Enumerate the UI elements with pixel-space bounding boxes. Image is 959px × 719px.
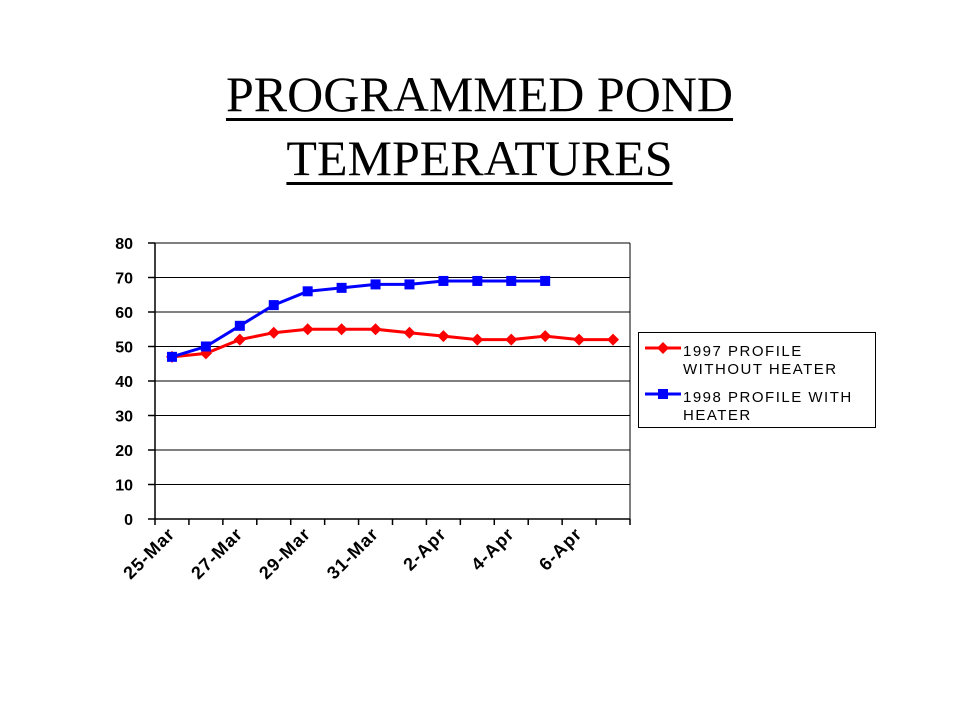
legend-label-1998-line1: 1998 PROFILE WITH xyxy=(683,389,853,406)
title-line-2: TEMPERATURES xyxy=(286,130,673,186)
series-1-point-1 xyxy=(200,341,211,352)
series-0-point-3 xyxy=(267,326,280,339)
series-1-point-6 xyxy=(370,279,381,290)
y-tick-label-80: 80 xyxy=(115,236,133,253)
series-0-point-6 xyxy=(369,323,382,336)
title-line-1: PROGRAMMED POND xyxy=(225,66,734,122)
x-tick-label-6-Apr: 6-Apr xyxy=(535,524,586,575)
series-0-point-4 xyxy=(301,323,314,336)
x-tick-label-4-Apr: 4-Apr xyxy=(467,524,518,575)
legend-label-1997-line2: WITHOUT HEATER xyxy=(683,361,838,378)
legend-swatch-1998 xyxy=(645,389,681,399)
series-0-point-9 xyxy=(471,333,484,346)
chart-legend: 1997 PROFILE WITHOUT HEATER 1998 PROFILE… xyxy=(638,332,876,428)
series-1-point-9 xyxy=(472,275,483,286)
series-1-point-5 xyxy=(336,282,347,293)
series-1-line xyxy=(171,279,546,359)
y-tick-label-60: 60 xyxy=(115,305,133,322)
y-tick-label-40: 40 xyxy=(115,374,133,391)
x-tick-label-29-Mar: 29-Mar xyxy=(255,524,314,583)
series-0-point-10 xyxy=(505,333,518,346)
y-tick-label-0: 0 xyxy=(124,512,133,529)
series-1-point-7 xyxy=(404,279,415,290)
series-0-point-8 xyxy=(437,330,450,343)
series-1-point-4 xyxy=(302,286,313,297)
legend-swatch-1997 xyxy=(645,342,681,354)
series-1-point-8 xyxy=(438,275,449,286)
series-0-point-5 xyxy=(335,323,348,336)
series-1-point-11 xyxy=(540,275,551,286)
y-tick-label-70: 70 xyxy=(115,271,133,288)
y-tick-label-20: 20 xyxy=(115,443,133,460)
x-tick-label-27-Mar: 27-Mar xyxy=(187,524,246,583)
series-0-line xyxy=(171,327,614,359)
x-tick-label-2-Apr: 2-Apr xyxy=(399,524,450,575)
series-1-point-10 xyxy=(506,275,517,286)
y-tick-label-50: 50 xyxy=(115,340,133,357)
series-1-point-3 xyxy=(268,300,279,311)
series-0-point-12 xyxy=(573,333,586,346)
x-tick-label-25-Mar: 25-Mar xyxy=(119,524,178,583)
y-tick-label-30: 30 xyxy=(115,409,133,426)
x-tick-label-31-Mar: 31-Mar xyxy=(323,524,382,583)
series-0-point-2 xyxy=(233,333,246,346)
series-1-point-0 xyxy=(166,351,177,362)
series-1-point-2 xyxy=(234,320,245,331)
legend-label-1998-line2: HEATER xyxy=(683,407,752,424)
legend-label-1997-line1: 1997 PROFILE xyxy=(683,343,803,360)
page-title: PROGRAMMED POND TEMPERATURES xyxy=(0,62,959,190)
y-tick-label-10: 10 xyxy=(115,478,133,495)
series-0-point-11 xyxy=(539,330,552,343)
series-0-point-7 xyxy=(403,326,416,339)
series-0-point-13 xyxy=(607,333,620,346)
